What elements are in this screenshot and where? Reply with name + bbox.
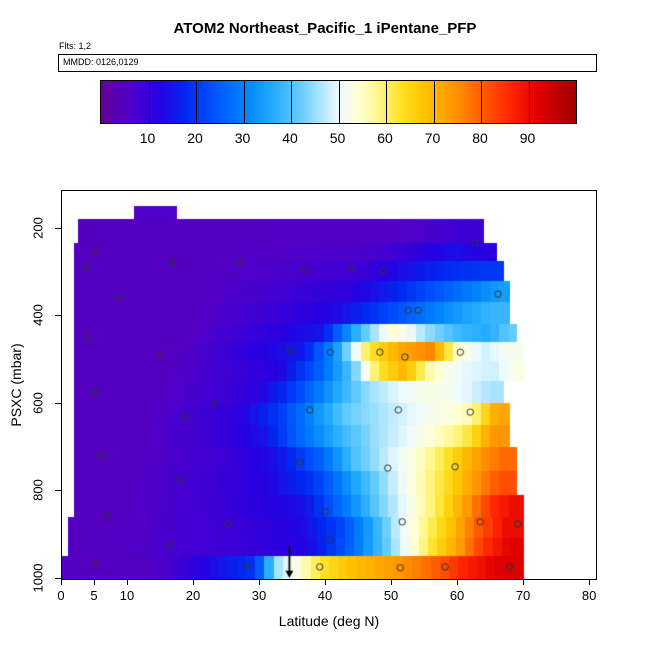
- x-axis-title: Latitude (deg N): [278, 613, 380, 629]
- colorbar-separator: [148, 81, 150, 123]
- colorbar-separator: [196, 81, 197, 123]
- heatmap-canvas: [61, 190, 597, 580]
- colorbar-tick-label: 20: [187, 130, 203, 146]
- x-tick-mark: [589, 580, 591, 585]
- x-tick-mark: [94, 580, 95, 585]
- colorbar-tick-label: 80: [472, 130, 488, 146]
- x-tick-label: 50: [383, 588, 399, 603]
- colorbar-tick-label: 50: [329, 130, 346, 146]
- colorbar-separator: [433, 81, 435, 123]
- x-tick-mark: [391, 580, 393, 585]
- colorbar-tick-label: 10: [139, 130, 156, 146]
- x-tick-label: 20: [185, 588, 201, 603]
- x-tick-label: 80: [581, 588, 597, 603]
- colorbar-separator: [338, 81, 340, 123]
- x-tick-mark: [127, 580, 128, 585]
- y-tick-label: 800: [30, 479, 46, 502]
- colorbar-tick-label: 30: [234, 130, 251, 146]
- colorbar-separator: [386, 81, 387, 123]
- colorbar-tick-label: 60: [377, 130, 393, 146]
- x-tick-mark: [523, 580, 525, 585]
- x-tick-mark: [457, 580, 459, 585]
- colorbar-separator: [528, 81, 530, 123]
- mmdd-box: MMDD: 0126,0129: [58, 54, 597, 72]
- y-tick-label: 600: [30, 392, 46, 414]
- colorbar: [100, 80, 577, 124]
- x-tick-label: 70: [515, 588, 531, 603]
- x-tick-label: 30: [251, 588, 267, 603]
- y-axis-title: PSXC (mbar): [8, 343, 24, 427]
- x-tick-mark: [259, 580, 261, 585]
- x-tick-mark: [325, 580, 327, 585]
- x-tick-mark: [193, 580, 195, 585]
- x-tick-label: 60: [449, 588, 465, 603]
- colorbar-separator: [243, 81, 245, 123]
- x-tick-label: 0: [57, 588, 65, 603]
- y-tick-label: 1000: [30, 563, 46, 593]
- x-tick-label: 10: [119, 588, 135, 603]
- mmdd-label: MMDD: 0126,0129: [63, 57, 139, 67]
- colorbar-separator: [481, 81, 482, 123]
- y-tick-label: 200: [30, 217, 46, 239]
- x-tick-mark: [61, 580, 62, 585]
- x-tick-label: 40: [317, 588, 333, 603]
- colorbar-tick-label: 70: [424, 130, 441, 146]
- colorbar-separator: [291, 81, 292, 123]
- x-tick-label: 5: [90, 588, 98, 603]
- colorbar-tick-label: 40: [282, 130, 298, 146]
- chart-title: ATOM2 Northeast_Pacific_1 iPentane_PFP: [173, 20, 477, 37]
- colorbar-tick-label: 90: [519, 130, 536, 146]
- y-tick-label: 400: [30, 304, 46, 327]
- flights-label: Flts: 1,2: [59, 41, 92, 51]
